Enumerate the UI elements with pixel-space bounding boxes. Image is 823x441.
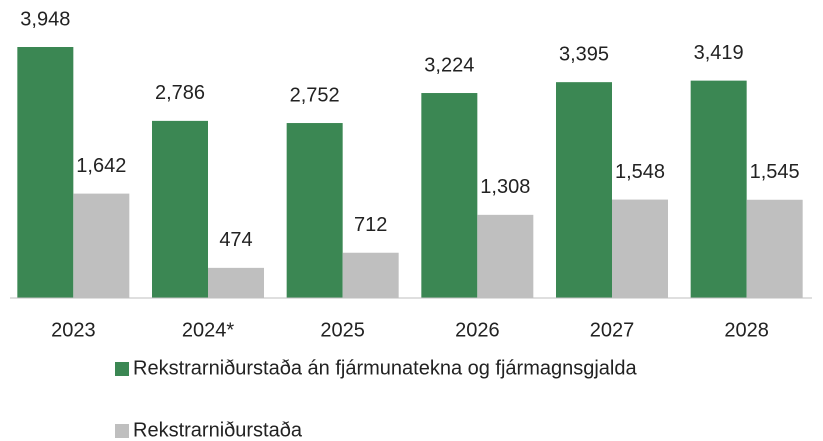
bar — [152, 120, 208, 298]
bar — [746, 199, 803, 298]
x-tick-label: 2028 — [724, 319, 769, 341]
value-label: 2,786 — [155, 82, 205, 104]
x-tick-label: 2027 — [590, 319, 635, 341]
legend-label: Rekstrarniðurstaða — [133, 419, 303, 441]
bar — [477, 214, 534, 298]
value-label: 474 — [219, 229, 252, 251]
value-label: 712 — [354, 214, 387, 236]
bar — [612, 199, 668, 298]
legend-label: Rekstrarniðurstaða án fjármunatekna og f… — [133, 357, 637, 379]
x-tick-label: 2026 — [455, 319, 500, 341]
legend-swatch — [115, 362, 129, 376]
value-label: 1,548 — [615, 161, 665, 183]
value-label: 1,545 — [750, 161, 800, 183]
value-label: 3,224 — [424, 54, 474, 76]
legend-swatch — [115, 424, 129, 438]
x-tick-label: 2023 — [51, 319, 96, 341]
x-tick-label: 2024* — [182, 319, 234, 341]
bar — [556, 82, 612, 298]
bar — [73, 193, 130, 298]
bar — [342, 252, 399, 298]
bar — [286, 123, 343, 298]
bar — [208, 267, 264, 298]
value-label: 3,948 — [20, 8, 70, 30]
value-label: 1,642 — [76, 155, 126, 177]
bar — [17, 47, 74, 298]
bar — [690, 80, 747, 299]
value-label: 3,395 — [559, 43, 609, 65]
value-label: 2,752 — [290, 84, 340, 106]
value-label: 1,308 — [480, 176, 530, 198]
value-label: 3,419 — [694, 42, 744, 64]
bar — [421, 93, 478, 298]
x-tick-label: 2025 — [320, 319, 365, 341]
